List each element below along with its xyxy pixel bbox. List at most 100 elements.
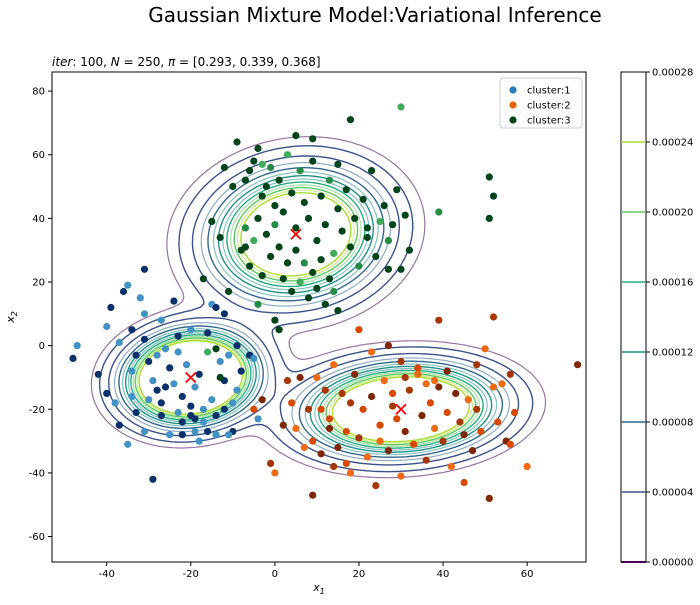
point-cluster-2-21 — [355, 434, 363, 442]
point-cluster-2-53 — [489, 313, 498, 321]
point-cluster-3-28 — [359, 195, 367, 203]
point-cluster-1-33 — [225, 351, 233, 359]
legend-label-3: cluster:3 — [527, 116, 571, 127]
y-tick-label: -40 — [29, 468, 45, 479]
point-cluster-3-67 — [489, 192, 498, 200]
point-cluster-3-58 — [313, 284, 321, 292]
title-n-label: N — [111, 55, 120, 69]
point-cluster-2-80 — [325, 424, 334, 432]
title-iter-value: 100 — [80, 55, 103, 69]
point-cluster-3-17 — [313, 237, 321, 245]
point-cluster-1-1 — [73, 342, 81, 350]
point-cluster-2-23 — [363, 453, 371, 461]
point-cluster-3-82 — [225, 287, 233, 296]
point-cluster-2-38 — [426, 399, 434, 407]
point-cluster-2-2 — [250, 405, 258, 413]
plot-title: iter: 100, N = 250, π = [0.293, 0.339, 0… — [52, 55, 321, 69]
point-cluster-1-71 — [187, 326, 195, 334]
point-cluster-3-36 — [393, 186, 401, 194]
point-cluster-2-36 — [418, 412, 426, 420]
point-cluster-2-59 — [523, 462, 531, 471]
point-cluster-2-67 — [422, 380, 430, 388]
legend-label-1: cluster:1 — [527, 86, 571, 97]
point-cluster-2-20 — [351, 370, 359, 378]
point-cluster-3-1 — [246, 167, 254, 175]
point-cluster-2-45 — [456, 418, 464, 426]
point-cluster-2-17 — [338, 389, 346, 397]
point-cluster-1-66 — [161, 383, 170, 391]
plot-title-text: iter: 100, N = 250, π = [0.293, 0.339, 0… — [52, 55, 321, 69]
point-cluster-2-30 — [393, 415, 401, 423]
point-cluster-3-38 — [401, 211, 409, 219]
point-cluster-3-14 — [300, 198, 308, 207]
point-cluster-1-27 — [199, 418, 207, 426]
point-cluster-3-0 — [241, 176, 249, 184]
point-cluster-1-62 — [237, 367, 245, 375]
point-cluster-2-0 — [258, 396, 266, 404]
point-cluster-1-30 — [212, 412, 220, 420]
point-cluster-1-38 — [115, 421, 123, 429]
point-cluster-2-66 — [414, 364, 422, 372]
point-cluster-3-23 — [338, 227, 346, 235]
x-tick-label: 60 — [521, 569, 534, 580]
legend-label-2: cluster:2 — [527, 101, 571, 112]
point-cluster-3-8 — [275, 176, 283, 184]
x-tick-label: 40 — [437, 569, 450, 580]
y-axis-label: x2 — [4, 311, 19, 324]
point-cluster-3-79 — [384, 265, 392, 273]
point-cluster-3-84 — [271, 316, 279, 324]
point-cluster-2-31 — [397, 472, 405, 480]
point-cluster-2-9 — [304, 405, 313, 413]
point-cluster-3-5 — [262, 182, 270, 191]
colorbar-frame — [620, 71, 647, 563]
title-iter-sep: : — [72, 55, 80, 69]
point-cluster-3-43 — [250, 237, 258, 245]
point-cluster-3-4 — [258, 192, 266, 200]
point-cluster-1-36 — [132, 408, 140, 417]
point-cluster-2-4 — [279, 421, 287, 429]
point-cluster-1-35 — [233, 386, 241, 394]
point-cluster-3-80 — [216, 233, 224, 242]
point-cluster-3-34 — [384, 237, 392, 245]
point-cluster-2-47 — [464, 396, 472, 404]
point-cluster-1-22 — [178, 392, 186, 401]
contour-level-5 — [134, 186, 477, 446]
point-cluster-3-44 — [254, 214, 262, 222]
point-cluster-2-81 — [346, 399, 355, 407]
point-cluster-1-25 — [191, 383, 199, 391]
point-cluster-1-16 — [153, 386, 161, 394]
title-pi-eq: = — [175, 55, 193, 69]
point-cluster-3-77 — [334, 160, 342, 168]
point-cluster-2-42 — [443, 408, 451, 417]
point-cluster-3-46 — [262, 230, 270, 238]
point-cluster-2-57 — [506, 370, 514, 378]
point-cluster-2-44 — [452, 389, 460, 397]
x-axis-label-symbol: x — [312, 581, 320, 594]
point-cluster-3-78 — [363, 224, 371, 232]
point-cluster-3-27 — [355, 262, 363, 270]
center-marker-1 — [185, 371, 197, 384]
title-pi-value: [0.293, 0.339, 0.368] — [193, 55, 321, 69]
point-cluster-3-66 — [485, 173, 493, 181]
colorbar-tick-label: 0.00008 — [652, 418, 693, 429]
point-cluster-3-54 — [296, 278, 304, 286]
point-cluster-2-7 — [292, 424, 300, 432]
point-cluster-3-59 — [317, 256, 325, 264]
point-cluster-3-52 — [288, 287, 296, 296]
point-cluster-1-37 — [124, 440, 132, 448]
point-cluster-2-11 — [313, 373, 321, 382]
point-cluster-2-50 — [477, 427, 485, 436]
point-cluster-2-49 — [473, 361, 481, 369]
point-cluster-3-87 — [204, 348, 212, 356]
point-cluster-3-16 — [309, 157, 317, 165]
point-cluster-2-24 — [368, 392, 376, 401]
center-marker-2 — [290, 228, 302, 240]
center-marker-3 — [395, 403, 407, 415]
x-tick-label: 0 — [272, 569, 278, 580]
point-cluster-1-10 — [132, 351, 140, 359]
point-cluster-3-35 — [389, 221, 397, 229]
point-cluster-2-14 — [325, 415, 334, 423]
point-cluster-3-42 — [246, 262, 254, 270]
point-cluster-2-78 — [506, 440, 514, 448]
plot-frame — [51, 71, 587, 563]
